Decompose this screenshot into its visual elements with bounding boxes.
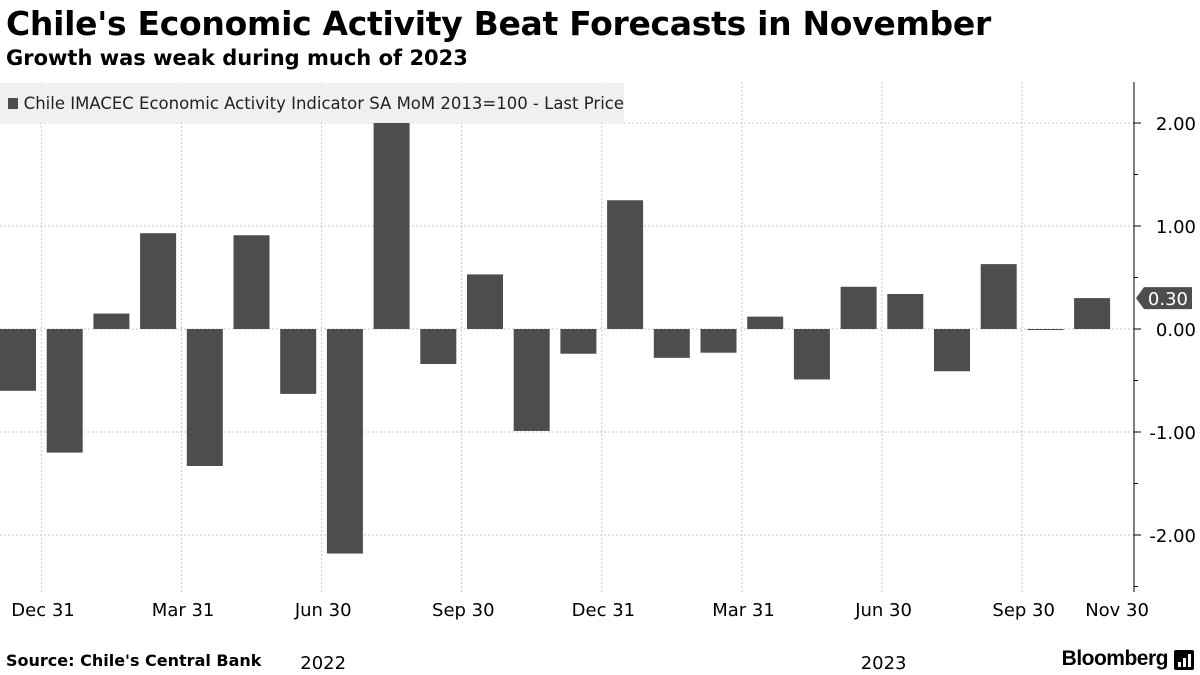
x-tick-label: Nov 30 bbox=[1085, 600, 1149, 621]
y-tick-label: 2.00 bbox=[1156, 114, 1196, 135]
bar-2023-02 bbox=[653, 329, 690, 358]
legend-swatch bbox=[8, 97, 18, 109]
bar-2022-07 bbox=[326, 329, 363, 554]
bar-2022-06 bbox=[280, 329, 317, 394]
bar-2023-09 bbox=[980, 264, 1017, 329]
x-tick-label: Jun 30 bbox=[854, 600, 912, 621]
x-tick-label: Mar 31 bbox=[712, 600, 775, 621]
bar-2022-11 bbox=[513, 329, 550, 431]
bar-2022-05 bbox=[233, 235, 270, 329]
bar-2023-08 bbox=[934, 329, 970, 372]
bar-2022-08 bbox=[373, 121, 410, 329]
bar-2023-10 bbox=[1027, 329, 1064, 331]
x-year-label: 2023 bbox=[861, 653, 907, 674]
x-tick-label: Dec 31 bbox=[11, 600, 74, 621]
legend: Chile IMACEC Economic Activity Indicator… bbox=[0, 83, 624, 123]
bar-2023-11 bbox=[1074, 298, 1111, 329]
y-tick-label: -1.00 bbox=[1149, 423, 1196, 444]
chart-title: Chile's Economic Activity Beat Forecasts… bbox=[6, 4, 991, 43]
bar-2022-02 bbox=[93, 313, 130, 329]
legend-label: Chile IMACEC Economic Activity Indicator… bbox=[23, 93, 624, 113]
bar-2023-05 bbox=[793, 329, 830, 380]
chart-subtitle: Growth was weak during much of 2023 bbox=[6, 46, 468, 70]
bar-2023-01 bbox=[607, 200, 644, 329]
bar-2022-04 bbox=[186, 329, 223, 466]
x-tick-label: Jun 30 bbox=[294, 600, 352, 621]
bar-2023-06 bbox=[840, 286, 877, 329]
y-tick-label: 1.00 bbox=[1156, 217, 1196, 238]
source-note: Source: Chile's Central Bank bbox=[6, 651, 262, 670]
x-tick-label: Dec 31 bbox=[572, 600, 635, 621]
last-value-marker bbox=[1136, 287, 1192, 310]
bar-2022-12 bbox=[560, 329, 597, 354]
last-value-label: 0.30 bbox=[1148, 289, 1188, 310]
x-year-label: 2022 bbox=[300, 653, 346, 674]
bar-2022-01 bbox=[46, 329, 83, 453]
bar-2022-09 bbox=[420, 329, 457, 365]
bar-2022-10 bbox=[467, 274, 503, 329]
bar-2023-04 bbox=[747, 316, 784, 329]
x-tick-label: Mar 31 bbox=[152, 600, 215, 621]
bar-2023-03 bbox=[700, 329, 737, 353]
x-tick-label: Sep 30 bbox=[992, 600, 1055, 621]
bloomberg-chart-icon bbox=[1174, 650, 1194, 670]
bar-2023-07 bbox=[887, 293, 924, 329]
y-tick-label: 0.00 bbox=[1156, 320, 1196, 341]
brand-logo-text: Bloomberg bbox=[1061, 647, 1169, 670]
bar-2022-03 bbox=[140, 233, 177, 329]
bar-2021-12 bbox=[0, 329, 36, 391]
y-tick-label: -2.00 bbox=[1149, 526, 1196, 547]
x-tick-label: Sep 30 bbox=[432, 600, 495, 621]
